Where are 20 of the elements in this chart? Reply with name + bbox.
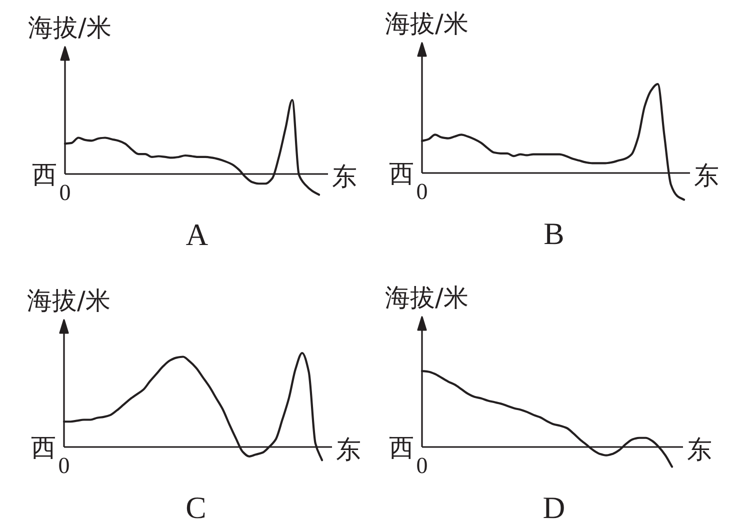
ylabel: 海拔/米 bbox=[27, 286, 110, 315]
title: A bbox=[186, 217, 208, 252]
title: C bbox=[186, 490, 206, 525]
annotation-east: 东 bbox=[336, 435, 361, 464]
annotation-west: 西 bbox=[31, 433, 56, 462]
ylabel: 海拔/米 bbox=[385, 283, 468, 312]
annotation-origin: 0 bbox=[58, 453, 70, 478]
annotation-east: 东 bbox=[687, 435, 712, 464]
annotation-west: 西 bbox=[389, 159, 414, 188]
annotation-west: 西 bbox=[32, 160, 57, 189]
annotation-origin: 0 bbox=[416, 179, 428, 204]
title: B bbox=[544, 216, 564, 251]
title: D bbox=[542, 490, 566, 525]
annotation-east: 东 bbox=[332, 162, 357, 191]
annotation-west: 西 bbox=[389, 433, 414, 462]
annotation-east: 东 bbox=[694, 161, 719, 190]
annotation-origin: 0 bbox=[59, 180, 71, 205]
annotation-origin: 0 bbox=[416, 453, 428, 478]
ylabel: 海拔/米 bbox=[28, 13, 112, 42]
ylabel: 海拔/米 bbox=[385, 9, 468, 38]
